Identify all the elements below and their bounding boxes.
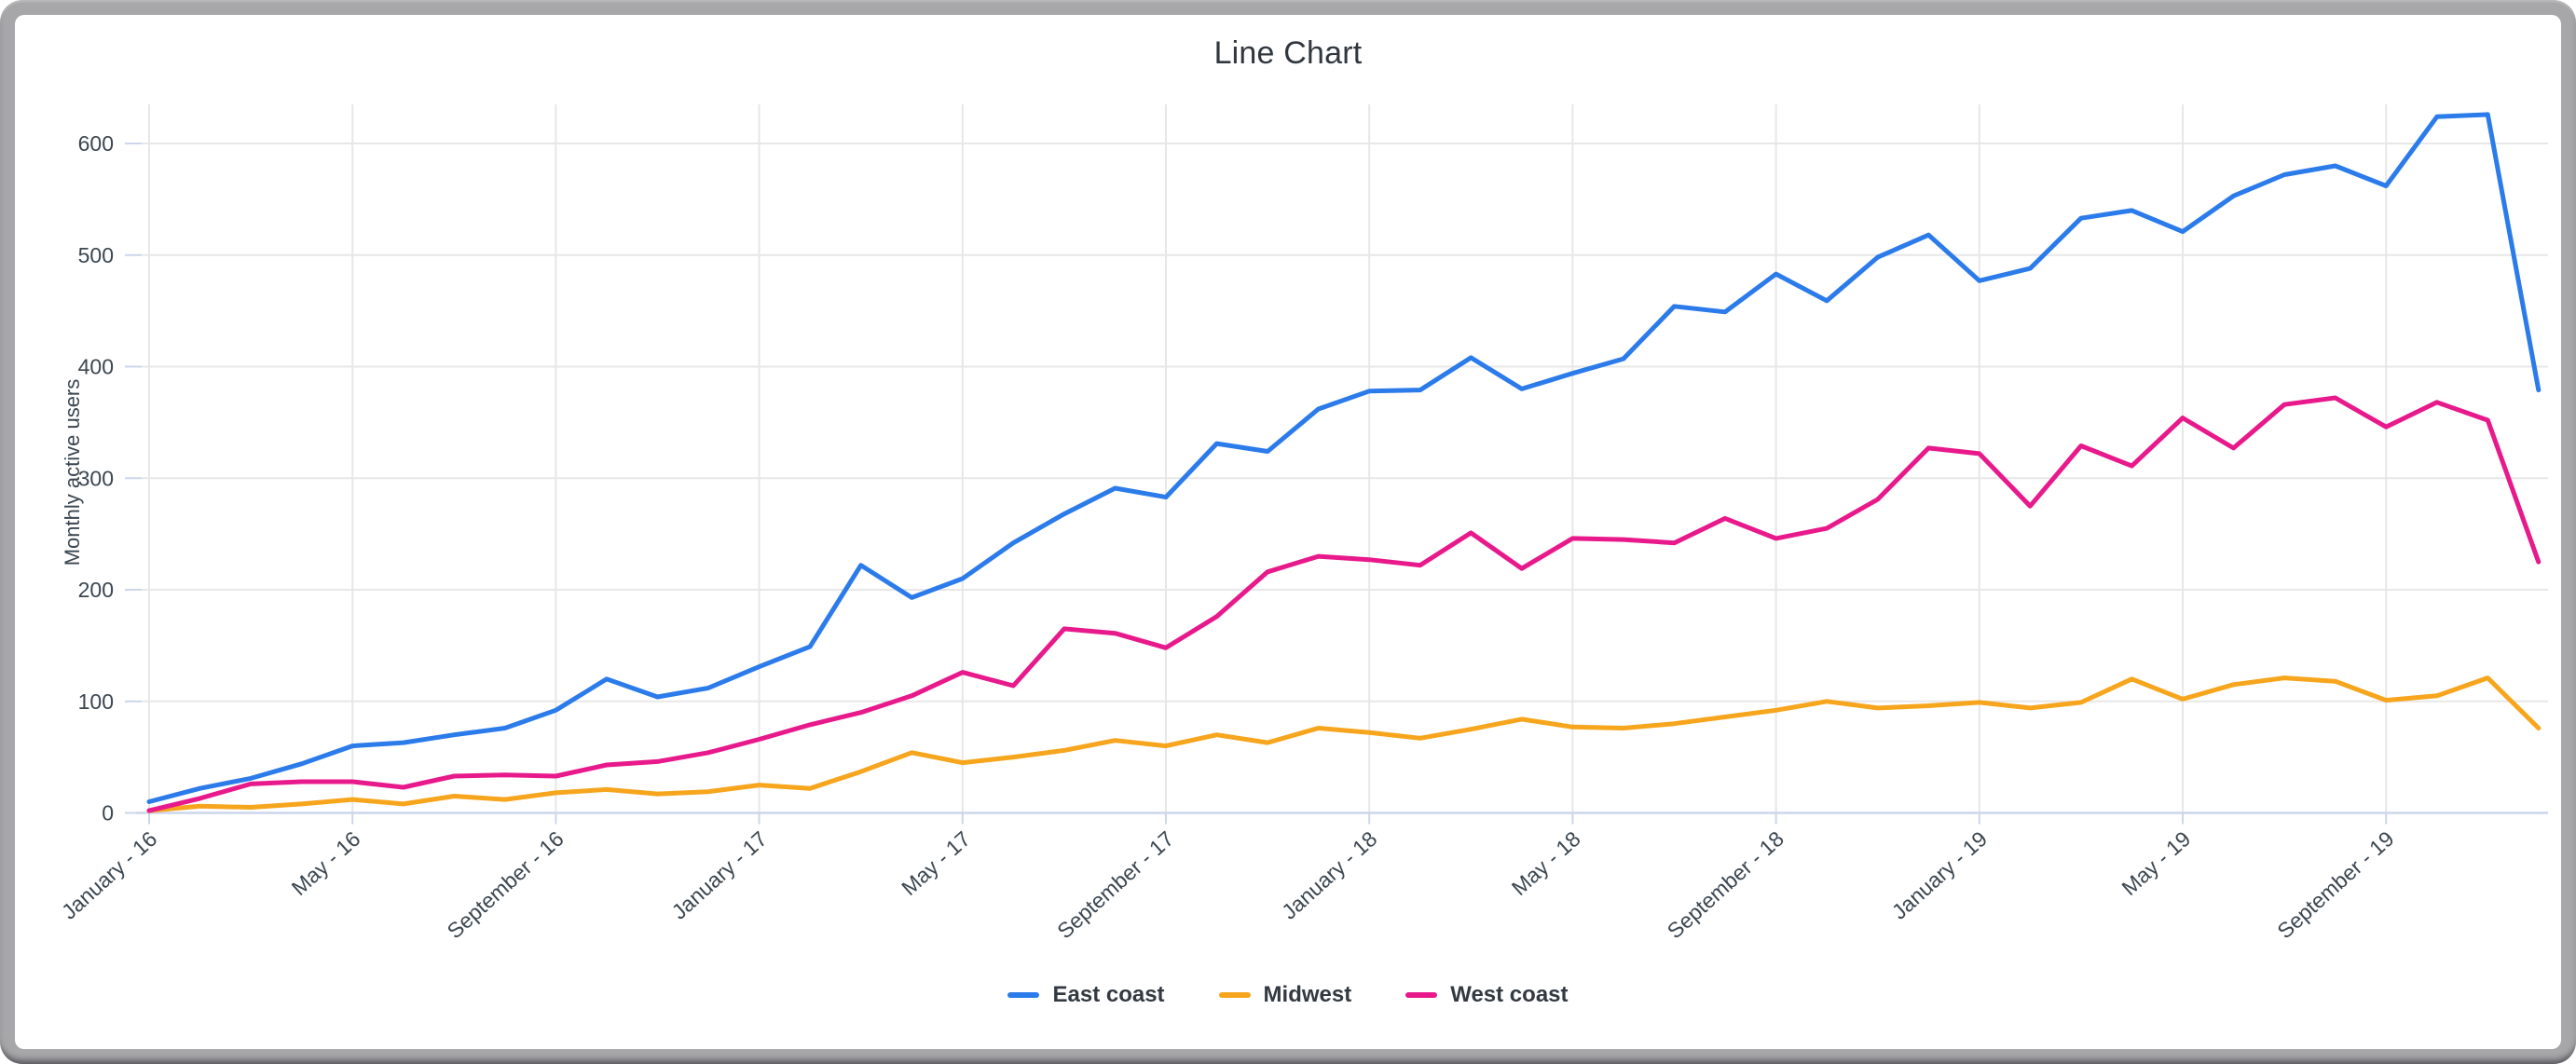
x-tick-label: September - 19: [2272, 826, 2398, 943]
x-tick-label: May - 18: [1507, 826, 1585, 900]
series-line-east-coast: [146, 112, 2542, 804]
x-tick-label: May - 17: [897, 826, 975, 900]
x-tick-label: May - 16: [287, 826, 365, 900]
legend-item-east-coast[interactable]: East coast: [1007, 982, 1165, 1008]
x-tick-label: January - 19: [1887, 826, 1992, 924]
y-tick-label: 300: [78, 466, 114, 490]
legend-label: Midwest: [1263, 982, 1352, 1007]
west-coast-line-swatch-icon: [1405, 992, 1438, 998]
east-coast-line-swatch-icon: [1007, 992, 1040, 998]
line-chart-plot: 0 100 200 300 400 500 600 January - 16 May - 16 S…: [57, 104, 2548, 943]
chart-title: Line Chart: [1213, 35, 1363, 71]
y-tick-label: 500: [78, 243, 114, 267]
x-tick-label: January - 18: [1277, 826, 1381, 924]
x-tick-label: September - 16: [443, 826, 569, 943]
x-tick-label: September - 17: [1052, 826, 1178, 943]
y-tick-label: 200: [78, 578, 114, 602]
series-line-midwest: [146, 675, 2542, 813]
x-tick-label: January - 16: [57, 826, 161, 924]
chart-card: Line Chart Monthly active users 0 100 200 3…: [15, 15, 2561, 1049]
x-tick-label: September - 18: [1663, 826, 1788, 943]
legend-label: West coast: [1450, 982, 1569, 1007]
chart-legend: East coast Midwest West coast: [15, 982, 2561, 1008]
y-tick-label: 100: [78, 689, 114, 714]
y-tick-label: 600: [78, 131, 114, 156]
legend-label: East coast: [1052, 982, 1165, 1007]
x-tick-label: January - 17: [667, 826, 772, 924]
midwest-line-swatch-icon: [1218, 992, 1251, 998]
legend-item-midwest[interactable]: Midwest: [1218, 982, 1352, 1008]
legend-item-west-coast[interactable]: West coast: [1405, 982, 1569, 1008]
series-line-west-coast: [146, 395, 2542, 813]
y-tick-label: 0: [102, 801, 114, 825]
y-tick-label: 400: [78, 355, 114, 379]
x-tick-label: May - 19: [2117, 826, 2195, 900]
